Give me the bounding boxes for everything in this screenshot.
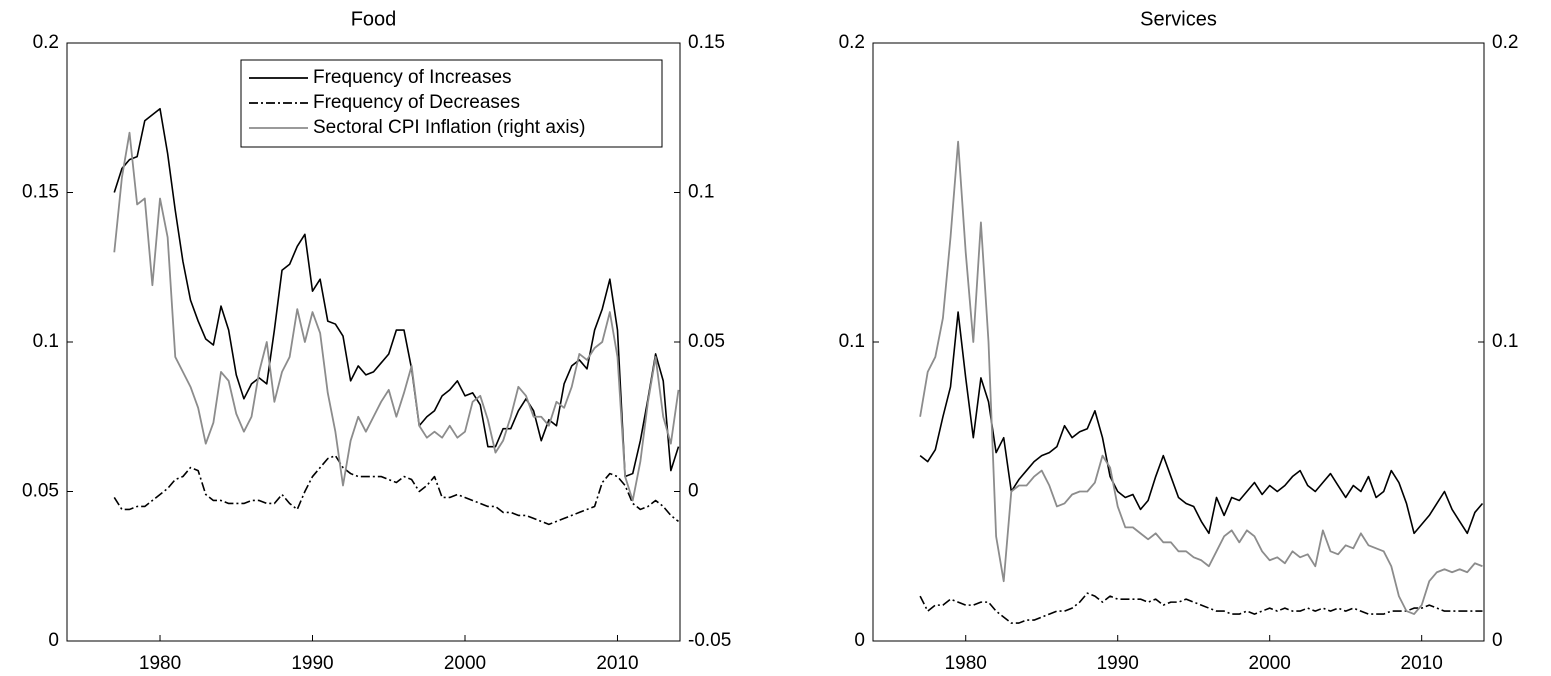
y-tick-label: 0.15 bbox=[22, 182, 59, 203]
y2-tick-label: 0.15 bbox=[688, 32, 725, 53]
x-tick-label: 2010 bbox=[1401, 653, 1443, 674]
series-line bbox=[113, 107, 680, 478]
legend-label: Sectoral CPI Inflation (right axis) bbox=[313, 117, 585, 138]
y-tick-label: 0.05 bbox=[22, 481, 59, 502]
y-tick-label: 0.2 bbox=[33, 32, 59, 53]
x-tick-label: 1990 bbox=[1097, 653, 1139, 674]
y2-tick-label: 0.1 bbox=[688, 182, 714, 203]
x-tick-label: 1990 bbox=[291, 653, 333, 674]
y2-tick-label: 0.05 bbox=[688, 331, 725, 352]
series-line bbox=[113, 454, 679, 526]
series-line bbox=[919, 311, 1484, 535]
series-line bbox=[113, 131, 680, 502]
chart-title: Food bbox=[351, 8, 397, 30]
x-tick-label: 2000 bbox=[1249, 653, 1291, 674]
y2-tick-label: 0.1 bbox=[1492, 331, 1518, 352]
plot-frame bbox=[66, 42, 681, 642]
x-tick-label: 1980 bbox=[945, 653, 987, 674]
y-tick-label: 0 bbox=[48, 630, 59, 651]
y2-tick-label: 0 bbox=[1492, 630, 1503, 651]
x-tick-label: 1980 bbox=[139, 653, 181, 674]
chart-title: Services bbox=[1140, 8, 1217, 30]
x-tick-label: 2010 bbox=[596, 653, 638, 674]
y-tick-label: 0 bbox=[854, 630, 865, 651]
y-tick-label: 0.1 bbox=[839, 331, 865, 352]
y2-tick-label: -0.05 bbox=[688, 630, 731, 651]
legend-label: Frequency of Increases bbox=[313, 67, 512, 88]
y-tick-label: 0.2 bbox=[839, 32, 865, 53]
series-line bbox=[919, 140, 1483, 615]
legend-box bbox=[240, 59, 663, 148]
plot-frame bbox=[872, 42, 1485, 642]
x-tick-label: 2000 bbox=[444, 653, 486, 674]
y2-tick-label: 0 bbox=[688, 481, 699, 502]
y2-tick-label: 0.2 bbox=[1492, 32, 1518, 53]
series-line bbox=[919, 592, 1483, 624]
legend-label: Frequency of Decreases bbox=[313, 92, 520, 113]
y-tick-label: 0.1 bbox=[33, 331, 59, 352]
